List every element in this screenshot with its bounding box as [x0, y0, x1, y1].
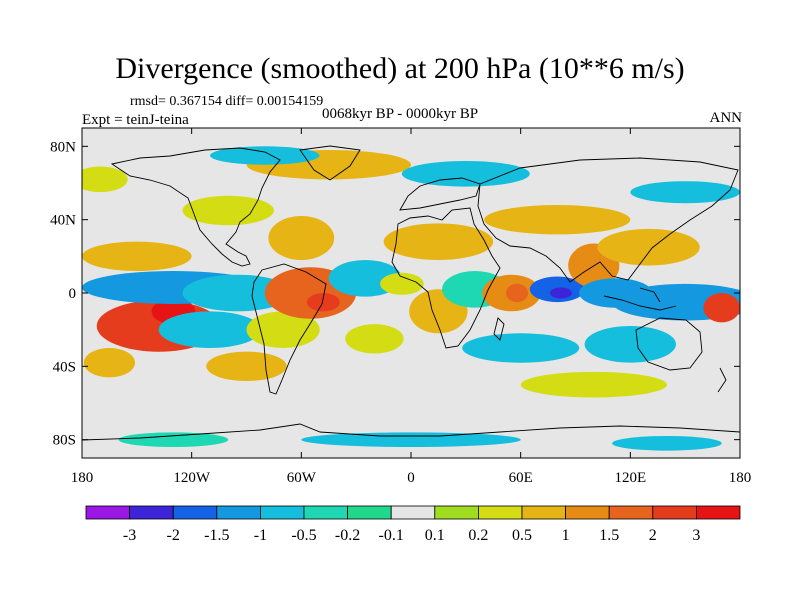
field-anomaly-33 — [484, 205, 631, 235]
chart-title: Divergence (smoothed) at 200 hPa (10**6 … — [115, 52, 685, 85]
x-tick-label: 120E — [614, 470, 646, 486]
field-anomaly-35 — [82, 166, 128, 193]
colorbar-label: -1 — [254, 527, 267, 544]
field-anomaly-10 — [306, 293, 340, 312]
colorbar-label: 0.2 — [468, 527, 488, 544]
colorbar-swatch — [390, 505, 436, 520]
colorbar-swatch — [259, 505, 305, 520]
colorbar-swatch — [652, 505, 697, 520]
south-america-coast — [251, 263, 327, 395]
indonesia-coast — [603, 295, 677, 311]
colorbar-label: 1 — [562, 527, 570, 544]
field-anomaly-16 — [345, 324, 404, 354]
colorbar-swatch — [521, 505, 566, 520]
colorbar-swatch — [608, 505, 654, 520]
colorbar-swatch — [303, 505, 348, 520]
colorbar: -3 -2 -1.5 -1 -0.5 -0.2 -0.1 0.1 0.2 0.5 1 1.5 2 3 — [85, 505, 741, 544]
africa-coast — [391, 207, 501, 349]
field-anomaly-5 — [82, 241, 192, 271]
colorbar-swatch — [216, 505, 261, 520]
season-label: ANN — [709, 110, 743, 126]
x-tick-label: 120W — [173, 470, 211, 486]
contour-fills — [82, 146, 740, 451]
field-anomaly-15 — [383, 223, 494, 260]
y-tick-label: 40N — [50, 213, 76, 229]
field-anomaly-6 — [83, 348, 135, 378]
borneo-coast — [639, 287, 661, 303]
field-anomaly-26 — [703, 293, 740, 323]
colorbar-swatch — [172, 505, 218, 520]
stats-label: rmsd= 0.367154 diff= 0.00154159 — [130, 94, 324, 109]
antarctica-coast — [82, 423, 740, 441]
field-anomaly-3 — [158, 311, 262, 349]
colorbar-swatch — [696, 505, 741, 520]
colorbar-swatch — [477, 505, 523, 520]
colorbar-swatch — [347, 505, 392, 520]
colorbar-swatch — [434, 505, 479, 520]
asia-coast — [477, 157, 739, 283]
field-anomaly-21 — [549, 287, 572, 299]
field-anomaly-8 — [246, 311, 320, 349]
new-zealand-coast — [717, 367, 727, 393]
colorbar-label: 3 — [692, 527, 700, 544]
field-anomaly-32 — [401, 161, 530, 187]
map-axes: 180 120W 60W 0 60E 120E 180 80N 40N 0 40S 80S — [50, 128, 751, 486]
field-anomaly-34 — [630, 181, 740, 204]
y-tick-label: 0 — [69, 286, 77, 302]
colorbar-label: -2 — [167, 527, 180, 544]
greenland-coast — [299, 145, 361, 181]
field-anomaly-23 — [597, 228, 700, 266]
colorbar-label: 1.5 — [599, 527, 619, 544]
coastlines — [82, 145, 740, 441]
australia-coast — [635, 317, 703, 371]
field-anomaly-19 — [506, 283, 528, 303]
colorbar-label: -0.1 — [379, 527, 404, 544]
colorbar-label: -3 — [123, 527, 136, 544]
north-america-coast — [110, 147, 281, 267]
y-tick-label: 80S — [53, 433, 76, 449]
y-tick-label: 80N — [50, 139, 76, 155]
field-anomaly-4 — [182, 274, 293, 312]
colorbar-label: 0.1 — [425, 527, 445, 544]
colorbar-label: -0.2 — [335, 527, 360, 544]
x-tick-label: 60E — [509, 470, 533, 486]
x-tick-label: 180 — [71, 470, 94, 486]
field-anomaly-36 — [182, 195, 274, 226]
x-tick-label: 0 — [407, 470, 415, 486]
colorbar-label: -1.5 — [204, 527, 229, 544]
field-anomaly-31 — [209, 146, 320, 165]
x-tick-label: 60W — [287, 470, 317, 486]
colorbar-swatch — [565, 505, 610, 520]
madagascar-coast — [493, 317, 505, 341]
colorbar-swatch — [85, 505, 130, 520]
field-anomaly-27 — [584, 326, 676, 363]
period-label: 0068kyr BP - 0000kyr BP — [321, 106, 479, 122]
field-anomaly-39 — [612, 436, 722, 451]
field-anomaly-7 — [206, 351, 287, 381]
colorbar-label: 2 — [649, 527, 657, 544]
colorbar-label: 0.5 — [512, 527, 532, 544]
x-tick-label: 180 — [729, 470, 752, 486]
field-anomaly-13 — [380, 272, 424, 295]
field-anomaly-28 — [462, 333, 580, 363]
colorbar-swatch — [129, 505, 174, 520]
colorbar-label: -0.5 — [291, 527, 316, 544]
field-anomaly-11 — [268, 216, 335, 260]
experiment-label: Expt = teinJ-teina — [82, 112, 189, 128]
field-anomaly-29 — [520, 371, 667, 398]
field-anomaly-37 — [301, 432, 521, 448]
y-tick-label: 40S — [53, 359, 76, 375]
field-anomaly-38 — [118, 432, 229, 448]
